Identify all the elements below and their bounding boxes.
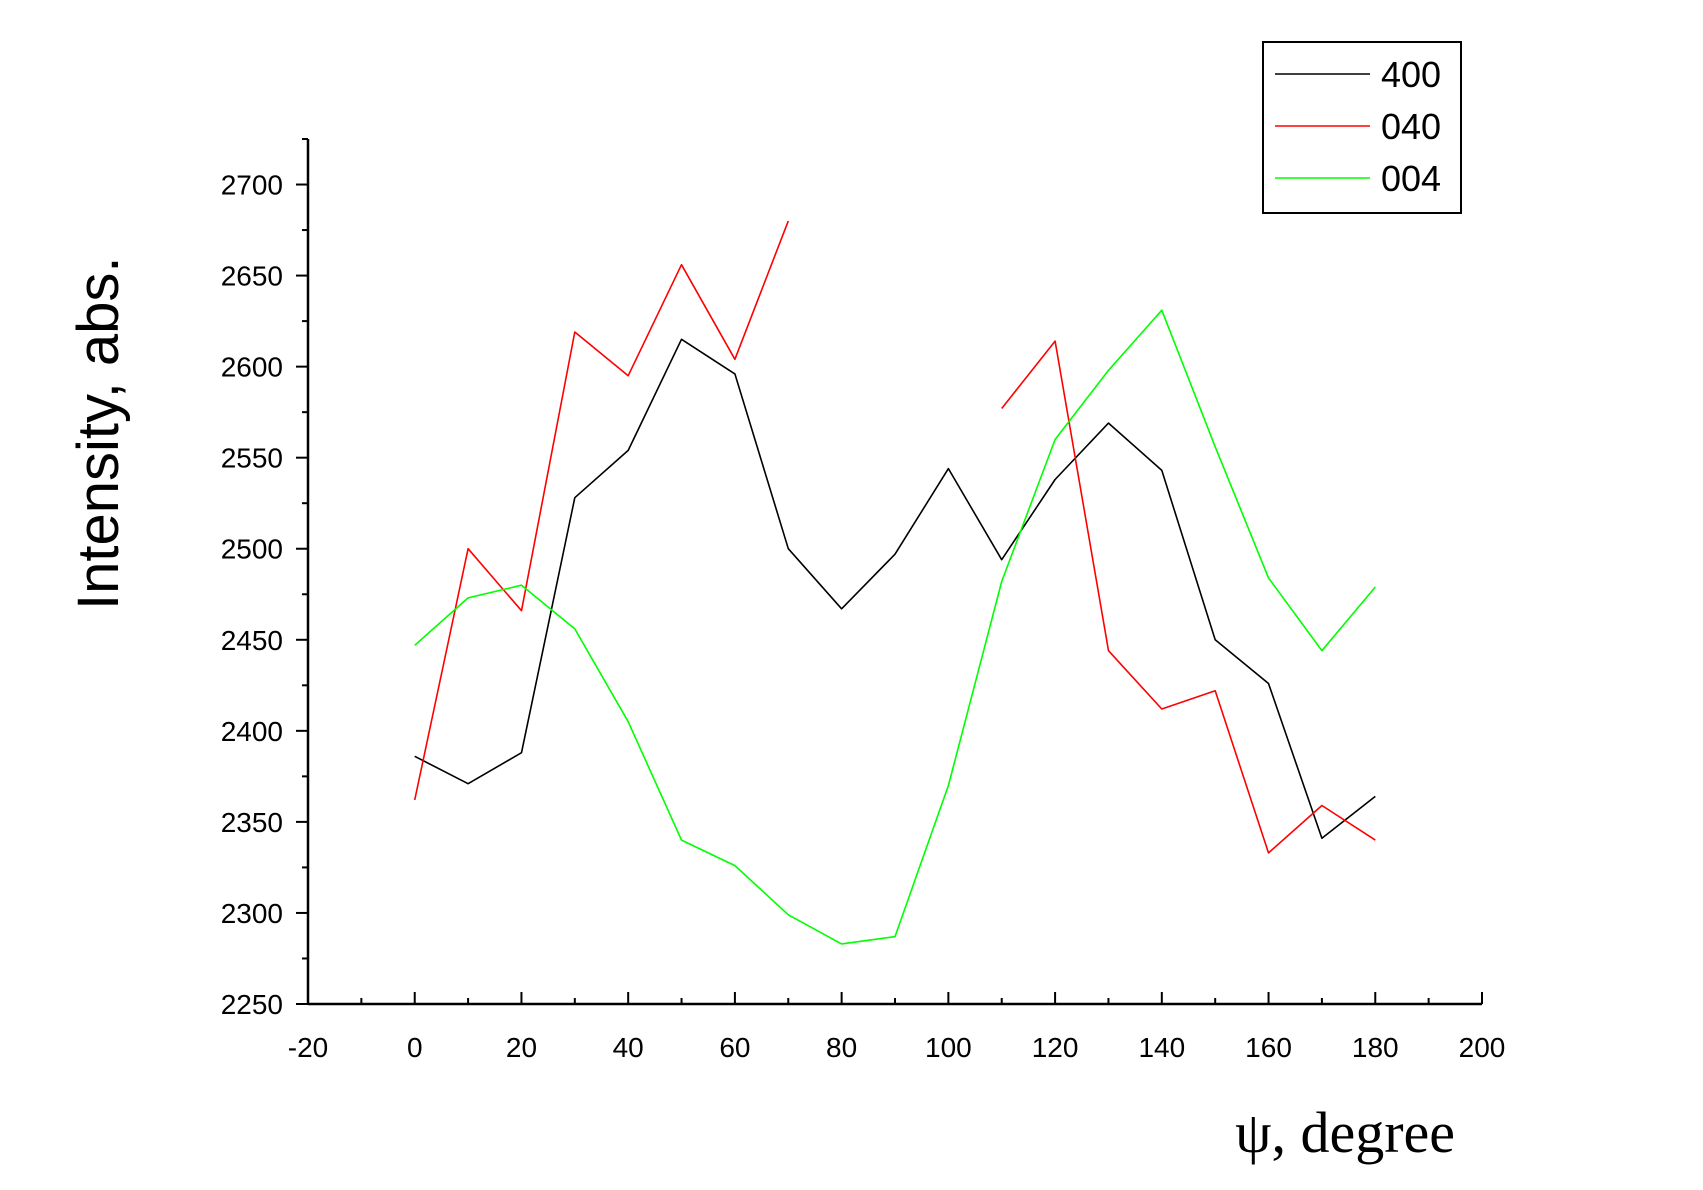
y-tick-label: 2400 xyxy=(221,716,283,747)
legend-box xyxy=(1262,41,1462,214)
series-layer xyxy=(413,220,1376,945)
legend-label-400: 400 xyxy=(1381,54,1441,95)
x-tick-label: 200 xyxy=(1459,1032,1506,1063)
y-tick-label: 2250 xyxy=(221,989,283,1020)
y-axis-label: Intensity, abs. xyxy=(66,256,131,610)
x-axis-label: ψ, degree xyxy=(1235,1100,1455,1165)
legend-label-004: 004 xyxy=(1381,158,1441,199)
y-tick-label: 2600 xyxy=(221,352,283,383)
y-tick-label: 2500 xyxy=(221,534,283,565)
y-tick-label: 2700 xyxy=(221,170,283,201)
x-tick-label: -20 xyxy=(288,1032,328,1063)
x-tick-label: 120 xyxy=(1032,1032,1079,1063)
legend-label-040: 040 xyxy=(1381,106,1441,147)
axis-ticks: -20 0 20 40 60 80 100 120 140 160 180 200 2250 2300 23… xyxy=(221,138,1506,1063)
x-tick-label: 60 xyxy=(719,1032,750,1063)
y-tick-label: 2450 xyxy=(221,625,283,656)
x-tick-label: 160 xyxy=(1245,1032,1292,1063)
series-line-004 xyxy=(414,309,1376,945)
x-tick-label: 80 xyxy=(826,1032,857,1063)
x-tick-label: 40 xyxy=(613,1032,644,1063)
y-tick-label: 2300 xyxy=(221,898,283,929)
series-line-400 xyxy=(414,338,1376,840)
x-tick-label: 100 xyxy=(925,1032,972,1063)
x-tick-label: 140 xyxy=(1138,1032,1185,1063)
y-tick-label: 2350 xyxy=(221,807,283,838)
series-line-040 xyxy=(413,220,1376,854)
x-tick-label: 0 xyxy=(407,1032,423,1063)
x-tick-label: 180 xyxy=(1352,1032,1399,1063)
y-tick-label: 2550 xyxy=(221,443,283,474)
x-tick-label: 20 xyxy=(506,1032,537,1063)
y-tick-label: 2650 xyxy=(221,261,283,292)
axes xyxy=(306,139,1482,1006)
legend: 400 040 004 xyxy=(1262,41,1462,214)
